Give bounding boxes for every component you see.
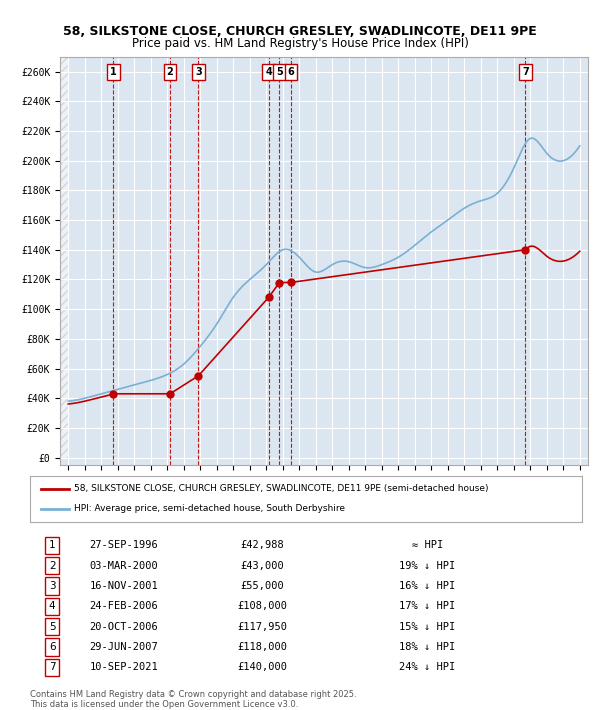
Text: £118,000: £118,000 (237, 642, 287, 652)
Text: 19% ↓ HPI: 19% ↓ HPI (400, 561, 455, 571)
Text: 2: 2 (167, 67, 173, 77)
Text: 6: 6 (287, 67, 294, 77)
Text: 16-NOV-2001: 16-NOV-2001 (89, 581, 158, 591)
Text: 27-SEP-1996: 27-SEP-1996 (89, 540, 158, 550)
Text: 17% ↓ HPI: 17% ↓ HPI (400, 601, 455, 611)
Text: 2: 2 (49, 561, 55, 571)
Text: 24-FEB-2006: 24-FEB-2006 (89, 601, 158, 611)
Text: 4: 4 (49, 601, 55, 611)
Text: 1: 1 (49, 540, 55, 550)
Text: 7: 7 (49, 662, 55, 672)
Text: £140,000: £140,000 (237, 662, 287, 672)
Text: £43,000: £43,000 (240, 561, 284, 571)
Text: 3: 3 (195, 67, 202, 77)
Text: £55,000: £55,000 (240, 581, 284, 591)
Text: 58, SILKSTONE CLOSE, CHURCH GRESLEY, SWADLINCOTE, DE11 9PE (semi-detached house): 58, SILKSTONE CLOSE, CHURCH GRESLEY, SWA… (74, 484, 488, 493)
Text: 15% ↓ HPI: 15% ↓ HPI (400, 622, 455, 632)
Text: Contains HM Land Registry data © Crown copyright and database right 2025.: Contains HM Land Registry data © Crown c… (30, 690, 356, 699)
Text: 18% ↓ HPI: 18% ↓ HPI (400, 642, 455, 652)
Text: 10-SEP-2021: 10-SEP-2021 (89, 662, 158, 672)
Text: 58, SILKSTONE CLOSE, CHURCH GRESLEY, SWADLINCOTE, DE11 9PE: 58, SILKSTONE CLOSE, CHURCH GRESLEY, SWA… (63, 25, 537, 38)
Text: £117,950: £117,950 (237, 622, 287, 632)
Text: 16% ↓ HPI: 16% ↓ HPI (400, 581, 455, 591)
Text: £108,000: £108,000 (237, 601, 287, 611)
Text: 5: 5 (49, 622, 55, 632)
Text: 4: 4 (265, 67, 272, 77)
Text: 29-JUN-2007: 29-JUN-2007 (89, 642, 158, 652)
Text: ≈ HPI: ≈ HPI (412, 540, 443, 550)
Text: £42,988: £42,988 (240, 540, 284, 550)
Text: 3: 3 (49, 581, 55, 591)
Text: 6: 6 (49, 642, 55, 652)
Text: This data is licensed under the Open Government Licence v3.0.: This data is licensed under the Open Gov… (30, 700, 298, 709)
Text: 7: 7 (522, 67, 529, 77)
Text: 5: 5 (276, 67, 283, 77)
Text: 20-OCT-2006: 20-OCT-2006 (89, 622, 158, 632)
Text: Price paid vs. HM Land Registry's House Price Index (HPI): Price paid vs. HM Land Registry's House … (131, 37, 469, 50)
Text: 1: 1 (110, 67, 117, 77)
Text: 24% ↓ HPI: 24% ↓ HPI (400, 662, 455, 672)
Text: HPI: Average price, semi-detached house, South Derbyshire: HPI: Average price, semi-detached house,… (74, 504, 345, 513)
Text: 03-MAR-2000: 03-MAR-2000 (89, 561, 158, 571)
